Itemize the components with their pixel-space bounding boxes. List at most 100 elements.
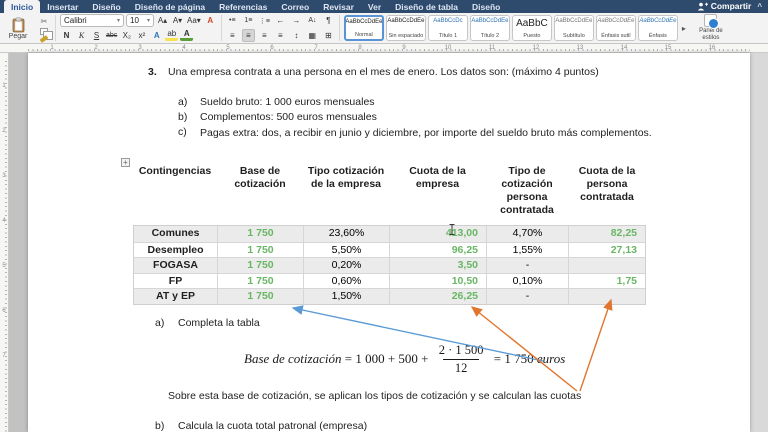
- ribbon-tab[interactable]: Diseño: [92, 2, 121, 12]
- font-tool-button[interactable]: A▴: [157, 16, 168, 25]
- paragraph-tool-button[interactable]: →: [292, 16, 301, 25]
- paragraph-tool-button[interactable]: ¶: [326, 16, 331, 25]
- alignment-button[interactable]: ≡: [241, 29, 255, 42]
- font-style-button[interactable]: A: [153, 31, 160, 40]
- table-cell[interactable]: 1 750: [217, 289, 303, 304]
- paragraph-tool-button[interactable]: 1≡: [244, 17, 253, 24]
- table-cell[interactable]: 1,75: [568, 273, 645, 288]
- table-cell[interactable]: Desempleo: [147, 243, 204, 256]
- font-size-select[interactable]: 10: [126, 14, 154, 27]
- style-card[interactable]: AaBbCcDdEe Subtítulo: [553, 15, 594, 41]
- style-card[interactable]: AaBbCcDdEe Sin espaciado: [385, 15, 426, 41]
- table-cell[interactable]: 96,25: [389, 242, 486, 257]
- font-name-select[interactable]: Calibri: [60, 14, 124, 27]
- style-card[interactable]: AaBbCcDc Título 1: [427, 15, 468, 41]
- table-cell[interactable]: 0,20%: [303, 258, 389, 273]
- table-cell[interactable]: [568, 258, 645, 273]
- font-style-button[interactable]: ab: [165, 29, 179, 41]
- font-tool-button[interactable]: A▾: [172, 16, 183, 25]
- font-style-button[interactable]: N: [63, 31, 70, 40]
- ribbon-tab[interactable]: Correo: [281, 2, 310, 12]
- collapse-ribbon-icon[interactable]: ^: [757, 1, 762, 11]
- ruler-number: 15: [664, 45, 672, 51]
- style-preview: AaBbCcDdEe: [639, 18, 677, 24]
- share-button[interactable]: Compartir: [697, 1, 751, 11]
- style-card[interactable]: AaBbCcDdEe Título 2: [469, 15, 510, 41]
- column-header: Tipo cotización de la empresa: [307, 165, 385, 190]
- paragraph-group: •≡ 1≡ ⋮≡ ← → A↓ ¶ ≡ ≡ ≡ ≡ ↕ ▦ ⊞: [226, 14, 335, 42]
- font-style-button[interactable]: A: [180, 29, 194, 41]
- alignment-button[interactable]: ≡: [277, 31, 283, 40]
- table-cell[interactable]: 1 750: [217, 242, 303, 257]
- alignment-button[interactable]: ↕: [294, 31, 299, 40]
- ruler-number: 14: [620, 45, 628, 51]
- table-cell[interactable]: FP: [168, 274, 183, 287]
- ribbon-tab[interactable]: Diseño: [471, 2, 501, 12]
- format-painter-icon[interactable]: [39, 34, 49, 43]
- table-cell[interactable]: 1 750: [217, 226, 303, 242]
- paragraph-tool-button[interactable]: ⋮≡: [258, 17, 270, 25]
- paragraph-tool-button[interactable]: A↓: [308, 17, 317, 24]
- table-cell[interactable]: 4,70%: [486, 226, 568, 242]
- style-preview: AaBbCcDdEe: [471, 18, 509, 24]
- alignment-button[interactable]: ▦: [308, 31, 317, 40]
- table-cell[interactable]: 27,13: [568, 242, 645, 257]
- ribbon-tab[interactable]: Referencias: [219, 2, 268, 12]
- table-cell[interactable]: 413,00: [389, 226, 486, 242]
- table-cell[interactable]: 1 750: [217, 258, 303, 273]
- font-tool-button[interactable]: A: [207, 16, 214, 25]
- font-style-button[interactable]: abc: [106, 32, 118, 39]
- table-cell[interactable]: [568, 289, 645, 304]
- font-tool-button[interactable]: Aa▾: [187, 16, 201, 25]
- table-cell[interactable]: 0,10%: [486, 273, 568, 288]
- alignment-button[interactable]: ≡: [261, 31, 267, 40]
- table-cell[interactable]: 82,25: [568, 226, 645, 242]
- ribbon-divider: [55, 15, 56, 41]
- style-card[interactable]: AaBbC Puesto: [511, 15, 552, 41]
- document-margin-area: [750, 53, 768, 432]
- copy-icon[interactable]: [40, 27, 53, 40]
- font-style-button[interactable]: K: [78, 31, 85, 40]
- table-cell[interactable]: 23,60%: [303, 226, 389, 242]
- style-card[interactable]: AaBbCcDdEe Énfasis: [637, 15, 678, 41]
- ribbon-tab[interactable]: Insertar: [47, 2, 79, 12]
- paste-button[interactable]: Pegar: [3, 16, 33, 40]
- ribbon-tab[interactable]: Diseño de tabla: [395, 2, 458, 12]
- ribbon-tab[interactable]: Diseño de página: [134, 2, 206, 12]
- table-cell[interactable]: AT y EP: [156, 290, 195, 302]
- styles-panel-button[interactable]: Panel de estilos: [690, 14, 732, 41]
- table-cell[interactable]: 1 750: [217, 273, 303, 288]
- table-cell[interactable]: 5,50%: [303, 242, 389, 257]
- ruler-number: 3: [2, 173, 6, 179]
- table-cell[interactable]: 3,50: [389, 258, 486, 273]
- paragraph-tool-button[interactable]: •≡: [229, 17, 236, 24]
- formula-lhs: Base de cotización: [244, 351, 342, 366]
- alignment-button[interactable]: ≡: [229, 31, 235, 40]
- table-cell[interactable]: -: [486, 289, 568, 304]
- vertical-ruler[interactable]: 1 2 3 4 5 6 7: [0, 53, 9, 432]
- table-cell[interactable]: -: [486, 258, 568, 273]
- ruler-number: 8: [358, 45, 362, 51]
- table-move-handle[interactable]: +: [121, 158, 130, 167]
- table-cell[interactable]: 1,50%: [303, 289, 389, 304]
- alignment-button[interactable]: ⊞: [324, 31, 332, 40]
- table-cell[interactable]: Comunes: [151, 227, 200, 239]
- style-card[interactable]: AaBbCcDdEe Énfasis sutil: [595, 15, 636, 41]
- table-cell[interactable]: 10,50: [389, 273, 486, 288]
- paragraph-tool-button[interactable]: ←: [276, 16, 285, 25]
- font-style-button[interactable]: S: [93, 31, 100, 40]
- style-card[interactable]: AaBbCcDdEe Normal: [343, 15, 384, 41]
- font-style-button[interactable]: X₂: [122, 31, 132, 40]
- font-style-button[interactable]: x²: [138, 31, 146, 40]
- table-cell[interactable]: FOGASA: [153, 259, 198, 271]
- ribbon-tab[interactable]: Inicio: [4, 0, 41, 13]
- more-styles-icon[interactable]: ▸: [681, 23, 686, 33]
- table-cell[interactable]: 1,55%: [486, 242, 568, 257]
- ribbon-tab[interactable]: Revisar: [323, 2, 354, 12]
- horizontal-ruler[interactable]: 1 2 3 4 5 6 7 8 9 10 11 12 13 14 15 16: [0, 44, 768, 53]
- document-page[interactable]: 3. Una empresa contrata a una persona en…: [28, 53, 750, 432]
- table-cell[interactable]: 0,60%: [303, 273, 389, 288]
- cut-icon[interactable]: ✂: [40, 16, 48, 26]
- ribbon-tab[interactable]: Ver: [367, 2, 382, 12]
- table-cell[interactable]: 26,25: [389, 289, 486, 304]
